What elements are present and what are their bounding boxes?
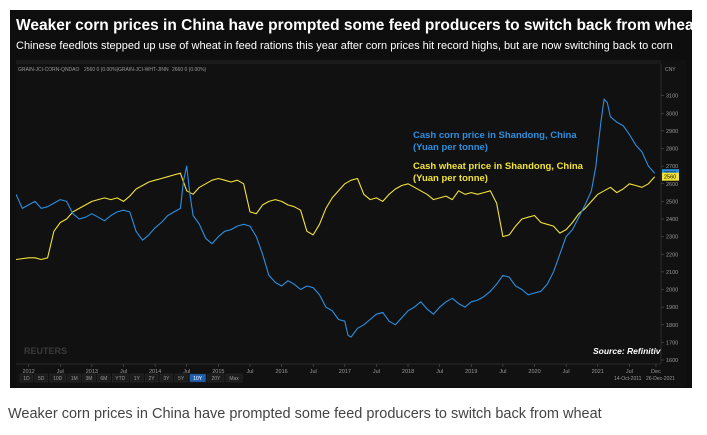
x-tick-label: 2014 <box>149 369 161 375</box>
corn-price-line <box>16 98 656 338</box>
y-tick-label: 2100 <box>666 270 678 276</box>
y-tick-label: 2300 <box>666 235 678 241</box>
range-button[interactable] <box>67 373 81 383</box>
legend-wheat-unit: (Yuan per tonne) <box>413 173 488 184</box>
range-button-label[interactable]: 5D <box>38 376 45 382</box>
y-tick-label: 2600 <box>666 182 678 188</box>
x-tick-label: 2017 <box>339 369 351 375</box>
y-tick-label: 1900 <box>666 305 678 311</box>
y-tick-label: 1800 <box>666 323 678 329</box>
x-tick-label: Jul <box>57 369 64 375</box>
range-button-label[interactable]: 3Y <box>163 376 170 382</box>
y-axis-ticks: 1600 1700 1800 1900 2000 2100 2200 2300 2400 2500… <box>661 94 678 364</box>
range-button-label[interactable]: 5Y <box>178 376 185 382</box>
range-button-label[interactable]: 20Y <box>211 376 221 382</box>
x-tick-label: Jul <box>120 369 127 375</box>
range-button-label[interactable]: 10Y <box>193 376 203 382</box>
range-button-label[interactable]: YTD <box>115 376 125 382</box>
wheat-price-line <box>16 172 656 261</box>
x-tick-label: Dec <box>651 369 661 375</box>
range-button[interactable] <box>97 373 111 383</box>
x-tick-label: 2015 <box>212 369 224 375</box>
range-button-label[interactable]: 6M <box>100 376 107 382</box>
range-button-label[interactable]: Max <box>229 376 239 382</box>
x-tick-label: Jul <box>626 369 633 375</box>
wheat-last-value-label: 2560 <box>664 175 676 181</box>
x-axis-ticks: 2012 Jul 2013 Jul 2014 Jul 2015 Jul 2016 Jul 2017 J… <box>23 364 661 375</box>
x-tick-label: Jul <box>183 369 190 375</box>
y-tick-label: 2800 <box>666 147 678 153</box>
figure-caption: Weaker corn prices in China have prompte… <box>8 406 602 422</box>
series-code-corn-value: 2560 0 (0.00%) <box>84 67 119 73</box>
range-button-label[interactable]: 1D <box>23 376 30 382</box>
range-button[interactable] <box>34 373 48 383</box>
date-range-end: 26-Dec-2021 <box>646 376 675 382</box>
series-lines <box>16 98 656 338</box>
line-chart: GRAIN-JCI-CORN-QNDAO 2560 0 (0.00%) GRAI… <box>16 60 686 386</box>
y-tick-label: 2500 <box>666 199 678 205</box>
x-tick-label: Jul <box>499 369 506 375</box>
chart-title: Weaker corn prices in China have prompte… <box>16 17 692 34</box>
y-tick-label: 2400 <box>666 217 678 223</box>
x-tick-label: Jul <box>436 369 443 375</box>
y-tick-label: 3100 <box>666 94 678 100</box>
range-button-label[interactable]: 3M <box>86 376 93 382</box>
y-tick-label: 1700 <box>666 340 678 346</box>
x-tick-label: 2021 <box>592 369 604 375</box>
reuters-watermark: REUTERS <box>24 346 67 356</box>
chart-subtitle: Chinese feedlots stepped up use of wheat… <box>16 40 673 52</box>
x-tick-label: 2020 <box>528 369 540 375</box>
range-button[interactable] <box>19 373 34 383</box>
x-tick-label: Jul <box>373 369 380 375</box>
series-code-wheat-value: 2660 0 (0.00%) <box>172 67 207 73</box>
range-button[interactable] <box>82 373 96 383</box>
range-button-label[interactable]: 10D <box>53 376 63 382</box>
range-button[interactable] <box>111 373 129 383</box>
x-tick-label: 2018 <box>402 369 414 375</box>
x-tick-label: 2013 <box>86 369 98 375</box>
series-code-corn: GRAIN-JCI-CORN-QNDAO <box>18 67 79 73</box>
legend-corn-unit: (Yuan per tonne) <box>413 142 488 153</box>
last-value-tags: 26602560 <box>662 169 679 181</box>
range-button-label[interactable]: 1Y <box>134 376 141 382</box>
currency-label: CNY <box>665 67 676 73</box>
range-button[interactable] <box>174 373 188 383</box>
chart-card: Weaker corn prices in China have prompte… <box>10 10 692 388</box>
range-button[interactable] <box>225 373 243 383</box>
x-tick-label: 2012 <box>23 369 35 375</box>
x-tick-label: Jul <box>246 369 253 375</box>
range-button[interactable] <box>207 373 225 383</box>
y-tick-label: 1600 <box>666 358 678 364</box>
series-code-wheat: GRAIN-JCI-WHT-JINN <box>118 67 169 73</box>
range-button-label[interactable]: 1M <box>71 376 78 382</box>
x-tick-label: Jul <box>563 369 570 375</box>
date-range-start: 14-Oct-2011 <box>614 376 642 382</box>
range-button[interactable] <box>159 373 174 383</box>
y-tick-label: 2200 <box>666 252 678 258</box>
chart-panel <box>16 60 686 386</box>
x-tick-label: Jul <box>310 369 317 375</box>
range-button[interactable] <box>189 373 207 383</box>
legend-wheat-name: Cash wheat price in Shandong, China <box>413 161 584 172</box>
chart-toolbar <box>16 60 661 64</box>
range-button-label[interactable]: 2Y <box>149 376 156 382</box>
range-button[interactable] <box>130 373 144 383</box>
range-button[interactable] <box>144 373 159 383</box>
range-buttons: 1D 5D 10D 1M 3M 6M YTD 1Y 2Y 3Y 5Y 10Y 20Y Max <box>19 373 243 383</box>
y-tick-label: 3000 <box>666 111 678 117</box>
y-tick-label: 2700 <box>666 164 678 170</box>
y-tick-label: 2900 <box>666 129 678 135</box>
legend-corn-name: Cash corn price in Shandong, China <box>413 130 577 141</box>
x-tick-label: 2019 <box>465 369 477 375</box>
y-tick-label: 2000 <box>666 288 678 294</box>
source-note: Source: Refinitiv <box>593 346 662 356</box>
wheat-last-value-tag <box>662 172 679 181</box>
x-tick-label: 2016 <box>275 369 287 375</box>
range-button[interactable] <box>49 373 66 383</box>
